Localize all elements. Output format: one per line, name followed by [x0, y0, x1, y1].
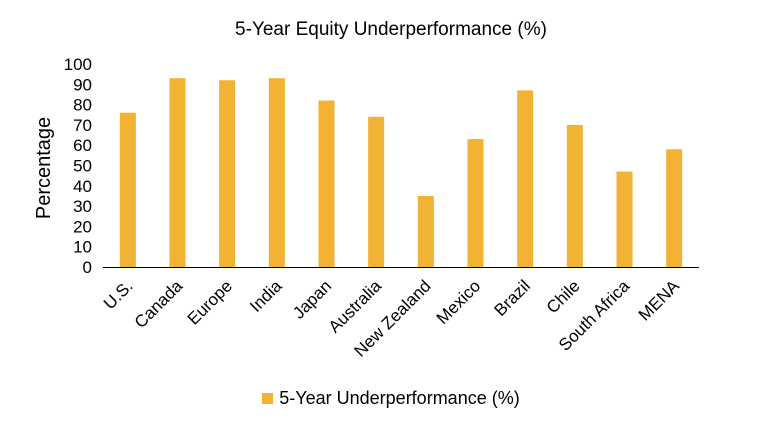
legend-label: 5-Year Underperformance (%) — [279, 388, 520, 408]
bar — [566, 124, 583, 268]
y-tick-label: 70 — [73, 116, 92, 135]
bar — [268, 78, 285, 268]
y-tick-label: 50 — [73, 157, 92, 176]
y-tick-label: 60 — [73, 136, 92, 155]
bar — [616, 171, 633, 267]
bar — [517, 90, 534, 267]
y-tick-label: 100 — [64, 55, 92, 74]
x-tick-label: Japan — [289, 276, 335, 322]
bar — [219, 80, 236, 268]
x-tick-label: Mexico — [433, 276, 485, 328]
y-tick-label: 10 — [73, 238, 92, 257]
x-tick-label: U.S. — [100, 276, 137, 313]
x-tick-label: Brazil — [490, 276, 533, 319]
x-tick-label: MENA — [635, 276, 684, 325]
x-tick-label: Chile — [543, 276, 584, 317]
bar — [368, 116, 385, 267]
y-tick-label: 0 — [83, 258, 92, 277]
y-tick-label: 20 — [73, 217, 92, 236]
chart-title: 5-Year Equity Underperformance (%) — [235, 19, 547, 40]
bar — [318, 100, 335, 267]
bars — [119, 78, 683, 268]
y-axis-title: Percentage — [33, 117, 55, 219]
bar — [467, 139, 484, 267]
bar — [119, 112, 136, 267]
x-tick-label: Europe — [184, 276, 236, 328]
y-tick-label: 90 — [73, 75, 92, 94]
legend-swatch — [262, 393, 274, 404]
legend: 5-Year Underperformance (%) — [0, 388, 782, 409]
x-tick-label: Canada — [131, 276, 187, 332]
bar — [169, 78, 186, 268]
y-tick-label: 40 — [73, 177, 92, 196]
bar — [417, 195, 434, 267]
y-tick-label: 80 — [73, 96, 92, 115]
bar — [666, 149, 683, 267]
x-tick-label: India — [246, 276, 286, 316]
y-tick-label: 30 — [73, 197, 92, 216]
